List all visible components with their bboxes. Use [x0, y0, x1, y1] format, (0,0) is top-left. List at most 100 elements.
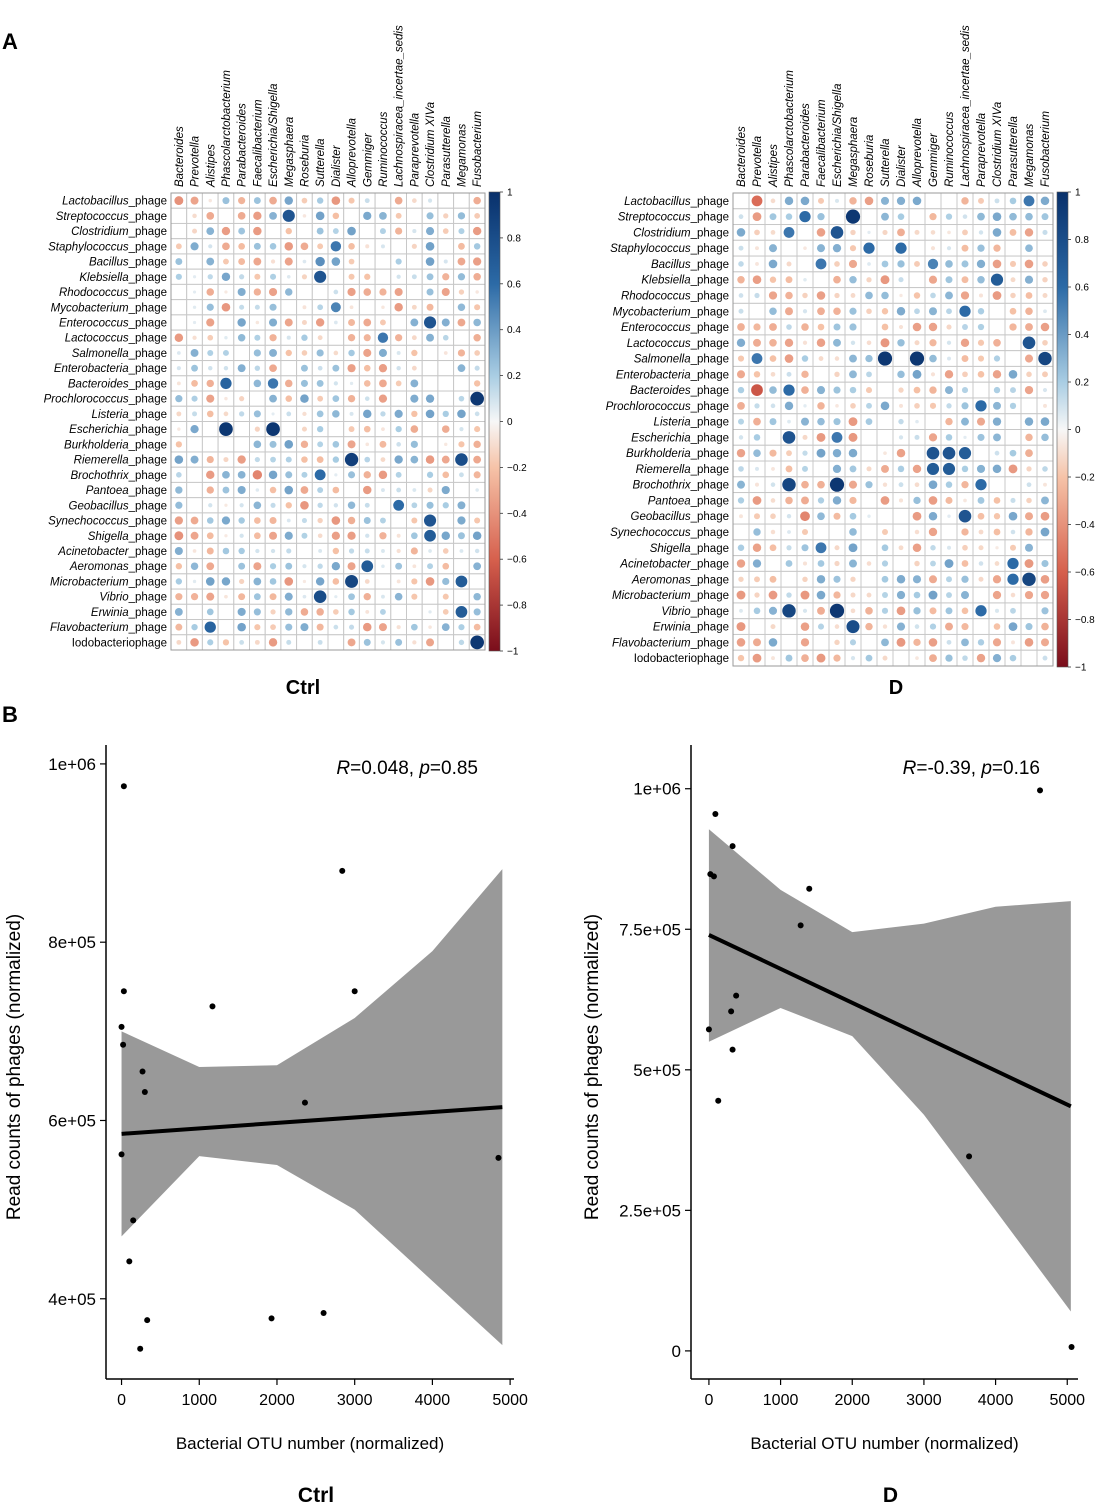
correlation-dot [992, 417, 1002, 426]
correlation-dot [317, 395, 324, 402]
row-label-suffix: _phage [128, 470, 167, 482]
row-label: Riemerella_phage [636, 464, 729, 476]
correlation-dot [1042, 339, 1048, 346]
correlation-dot [334, 595, 338, 599]
correlation-dot [896, 307, 906, 316]
correlation-dot [801, 654, 809, 662]
correlation-dot [300, 440, 309, 449]
correlation-dot [833, 338, 841, 347]
correlation-dot [830, 226, 844, 239]
correlation-dot [269, 578, 277, 585]
correlation-dot [867, 262, 871, 266]
correlation-dot [898, 498, 904, 503]
correlation-dot [222, 197, 230, 205]
correlation-dot [255, 320, 260, 325]
matrix-cell [1004, 413, 1022, 431]
correlation-dot [897, 260, 905, 268]
correlation-dot [992, 370, 1002, 379]
row-label-suffix: _phage [690, 511, 729, 523]
matrix-cell [988, 476, 1006, 494]
correlation-dot [946, 340, 952, 345]
correlation-dot [898, 545, 904, 551]
correlation-dot [239, 503, 244, 508]
matrix-cell [170, 299, 188, 316]
correlation-dot [176, 411, 182, 417]
correlation-dot [754, 592, 760, 598]
correlation-dot [945, 291, 953, 300]
correlation-dot [425, 455, 435, 464]
correlation-dot [930, 372, 936, 377]
correlation-dot [221, 516, 231, 525]
correlation-dot [394, 592, 403, 601]
correlation-dot [458, 242, 465, 250]
correlation-dot [755, 466, 759, 471]
correlation-dot [1024, 638, 1034, 647]
correlation-dot [944, 386, 954, 395]
data-point [320, 1310, 327, 1317]
correlation-dot [977, 433, 985, 441]
correlation-dot [363, 425, 371, 433]
correlation-dot [993, 497, 1001, 504]
row-label: Streptococcus_phage [56, 211, 167, 223]
matrix-cell [343, 207, 360, 224]
correlation-dot [881, 308, 889, 315]
correlation-dot [380, 457, 386, 462]
correlation-dot [443, 213, 449, 219]
correlation-dot [962, 544, 968, 551]
correlation-dot [961, 528, 969, 536]
correlation-dot [302, 564, 307, 569]
column-label: Megamonas [456, 123, 468, 187]
correlation-dot [803, 404, 807, 408]
correlation-dot [801, 528, 809, 536]
matrix-cell [924, 192, 942, 210]
column-label: Clostridium XIVa [992, 102, 1004, 187]
correlation-dot [881, 607, 889, 614]
correlation-dot [380, 319, 386, 326]
row-label: Prochlorococcus_phage [606, 401, 729, 413]
row-label-genus: Acinetobacter [619, 559, 691, 571]
correlation-dot [992, 259, 1002, 269]
row-label-genus: Clostridium [633, 227, 691, 239]
colorbar-tick-label: −0.2 [507, 463, 527, 474]
correlation-dot [962, 214, 968, 219]
row-label: Staphylococcus_phage [48, 241, 167, 253]
row-label-suffix: _phage [128, 592, 167, 604]
row-label: Burkholderia_phage [626, 448, 729, 460]
correlation-dot [753, 638, 761, 647]
correlation-dot [314, 270, 327, 283]
correlation-dot [191, 380, 198, 387]
row-label-suffix: _phage [128, 363, 167, 375]
correlation-dot [833, 418, 841, 426]
correlation-dot [816, 653, 826, 663]
row-label: Lactococcus_phage [65, 333, 167, 345]
colorbar [488, 191, 501, 652]
column-label: Phascolarctobacterium [221, 70, 233, 187]
colorbar-tick-label: −0.4 [507, 509, 527, 520]
correlation-dot [834, 545, 840, 551]
correlation-dot [363, 348, 372, 357]
correlation-dot [348, 426, 355, 433]
matrix-cell [812, 365, 830, 383]
correlation-dot [785, 654, 793, 662]
matrix-cell [453, 329, 470, 346]
correlation-dot [428, 625, 432, 629]
row-label-genus: Bacillus [89, 257, 129, 269]
correlation-dot [301, 319, 307, 325]
matrix-cell [1004, 476, 1022, 494]
matrix-cell [940, 192, 958, 210]
correlation-dot [898, 482, 904, 488]
data-point [120, 988, 127, 995]
correlation-dot [474, 304, 481, 311]
correlation-dot [834, 356, 840, 361]
correlation-dot [207, 334, 214, 341]
correlation-dot [958, 509, 972, 523]
data-point [715, 1097, 722, 1104]
correlation-dot [975, 400, 987, 412]
correlation-dot [753, 323, 761, 331]
correlation-dot [881, 212, 889, 221]
correlation-dot [237, 212, 246, 220]
correlation-dot [442, 228, 449, 234]
x-tick-label: 1000 [181, 1392, 217, 1409]
confidence-band [708, 829, 1071, 1312]
colorbar-tick-label: 0 [507, 417, 513, 428]
